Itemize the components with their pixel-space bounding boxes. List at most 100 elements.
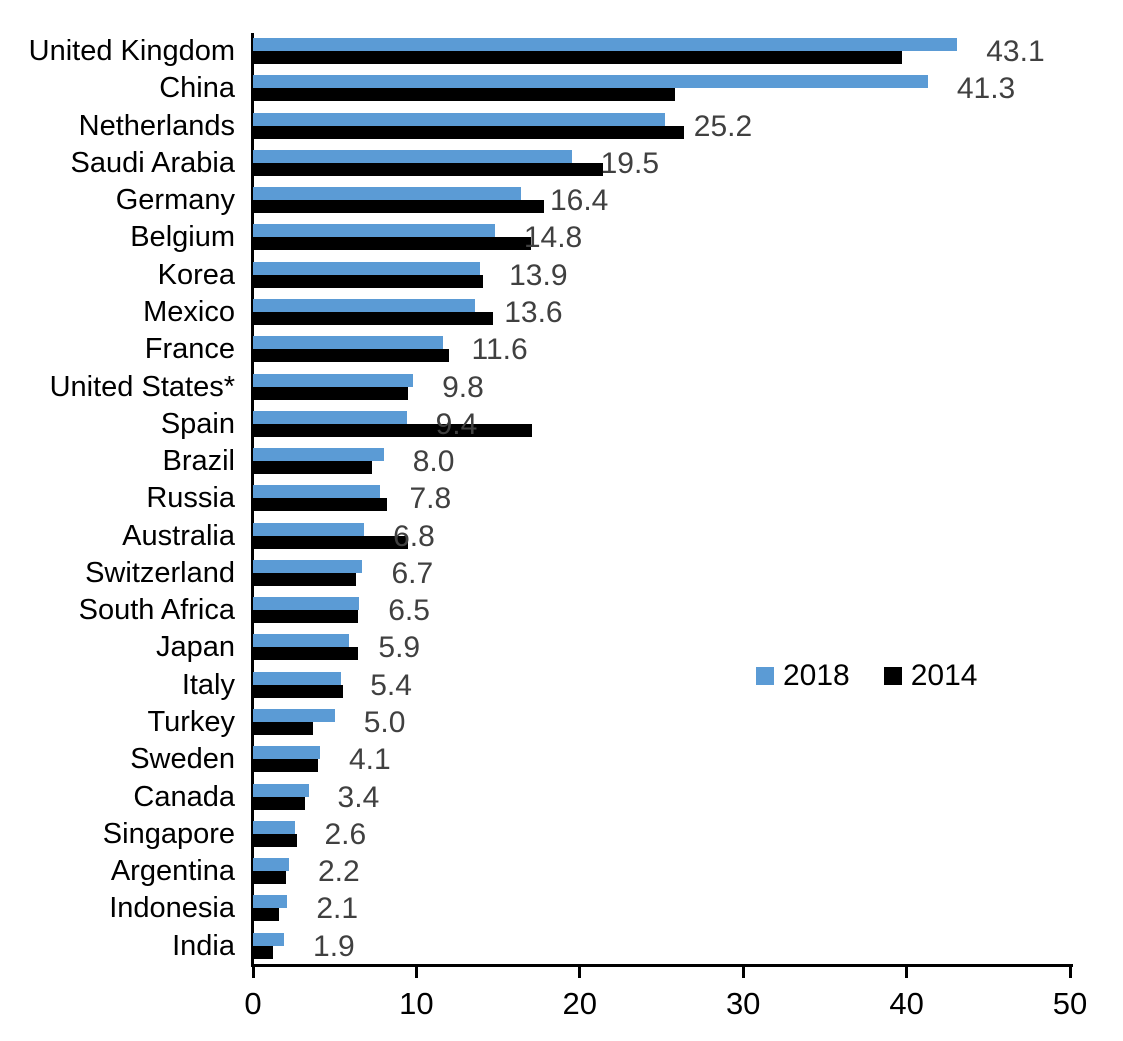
category-label: United States* <box>49 370 235 403</box>
x-axis-tick-label: 0 <box>244 986 262 1021</box>
bar-2018 <box>253 597 360 611</box>
bar-2014 <box>253 647 358 661</box>
legend: 2018 2014 <box>756 659 978 693</box>
x-axis-tick-label: 20 <box>562 986 598 1021</box>
bar-2018 <box>253 261 481 275</box>
category-label: Brazil <box>162 445 235 478</box>
bar-2018 <box>253 895 288 909</box>
value-label: 14.8 <box>523 221 583 255</box>
x-axis-tick <box>741 967 745 978</box>
category-label: Canada <box>133 780 235 813</box>
bar-2014 <box>253 833 298 847</box>
value-label: 2.2 <box>317 855 360 889</box>
bar-2014 <box>253 796 306 810</box>
category-label: Belgium <box>130 221 235 254</box>
legend-label-2014: 2014 <box>910 659 978 692</box>
value-label: 25.2 <box>693 109 753 143</box>
bar-2018 <box>253 485 381 499</box>
bar-2018 <box>253 522 365 536</box>
x-axis-tick-label: 30 <box>725 986 761 1021</box>
bar-2018 <box>253 559 363 573</box>
x-axis-line <box>251 964 1073 967</box>
category-label: India <box>172 929 235 962</box>
bar-2018 <box>253 373 414 387</box>
category-label: South Africa <box>78 594 235 627</box>
bar-2018 <box>253 820 296 834</box>
bar-2014 <box>253 311 494 325</box>
value-label: 8.0 <box>412 445 455 479</box>
category-label: France <box>144 333 235 366</box>
category-label: Netherlands <box>78 109 235 142</box>
bar-2014 <box>253 684 343 698</box>
bar-2018 <box>253 783 309 797</box>
bar-2014 <box>253 572 356 586</box>
legend-swatch-2018 <box>756 667 774 685</box>
legend-swatch-2014 <box>883 667 902 685</box>
bar-2018 <box>253 75 928 89</box>
category-label: Russia <box>146 482 235 515</box>
category-label: Argentina <box>110 855 235 888</box>
category-label: Turkey <box>147 706 235 739</box>
value-label: 6.8 <box>393 519 435 553</box>
x-axis-tick <box>905 967 909 978</box>
value-label: 41.3 <box>956 72 1016 106</box>
bar-2014 <box>253 461 373 475</box>
bar-2014 <box>253 88 675 102</box>
bar-2018 <box>253 149 572 163</box>
bar-2014 <box>253 535 409 549</box>
x-axis-tick-label: 50 <box>1052 986 1088 1021</box>
value-label: 2.1 <box>316 892 359 926</box>
bar-2014 <box>253 125 685 139</box>
bar-2014 <box>253 945 273 959</box>
bar-2018 <box>253 187 521 201</box>
value-label: 4.1 <box>348 743 391 777</box>
value-label: 13.6 <box>504 295 563 329</box>
category-label: Korea <box>157 258 235 291</box>
x-axis-tick <box>251 967 255 978</box>
category-label: Sweden <box>130 743 235 776</box>
category-label: Germany <box>115 184 235 217</box>
bar-2014 <box>253 759 319 773</box>
bar-2014 <box>253 610 358 624</box>
value-label: 2.6 <box>324 817 367 851</box>
bar-2018 <box>253 746 320 760</box>
category-label: China <box>159 72 235 105</box>
bar-2018 <box>253 709 335 723</box>
bar-2018 <box>253 932 285 946</box>
value-label: 43.1 <box>986 35 1045 68</box>
bar-2018 <box>253 448 384 462</box>
bar-2014 <box>253 908 280 922</box>
category-label: Saudi Arabia <box>70 146 235 179</box>
legend-item-2014: 2014 <box>883 659 978 693</box>
bar-2014 <box>253 51 902 64</box>
category-label: United Kingdom <box>28 35 235 67</box>
value-label: 5.0 <box>363 706 406 740</box>
bar-2014 <box>253 237 531 251</box>
value-label: 6.7 <box>391 556 434 590</box>
bar-2014 <box>253 349 450 363</box>
category-label: Switzerland <box>85 556 235 589</box>
value-label: 9.4 <box>435 407 478 441</box>
value-label: 13.9 <box>509 258 568 292</box>
category-label: Singapore <box>102 817 235 850</box>
category-label: Japan <box>155 631 235 664</box>
value-label: 5.9 <box>378 631 421 665</box>
value-label: 9.8 <box>442 370 484 404</box>
value-label: 7.8 <box>409 482 452 516</box>
bar-2018 <box>253 634 350 648</box>
value-label: 1.9 <box>313 929 355 963</box>
bar-2014 <box>253 722 314 736</box>
y-axis-line <box>251 33 254 967</box>
bar-2014 <box>253 498 387 512</box>
bar-2014 <box>253 423 533 437</box>
x-axis-tick <box>414 967 418 978</box>
bar-2018 <box>253 336 443 350</box>
category-label: Italy <box>181 668 235 701</box>
bar-2018 <box>253 858 289 872</box>
bar-2014 <box>253 871 286 885</box>
x-axis-tick <box>578 967 582 978</box>
bar-2018 <box>253 410 407 424</box>
bar-2014 <box>253 386 409 400</box>
value-label: 3.4 <box>337 780 380 814</box>
